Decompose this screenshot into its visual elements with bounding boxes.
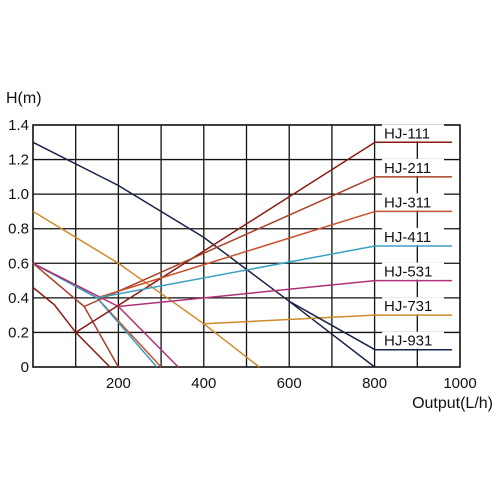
legend-label-hj-411: HJ-411 <box>384 229 431 246</box>
legend-label-bg <box>382 331 444 349</box>
y-tick-label: 0.2 <box>8 324 29 341</box>
x-tick-label: 800 <box>362 375 387 392</box>
legend-leader-hj-531 <box>118 279 376 308</box>
legend-label-hj-731: HJ-731 <box>384 298 432 315</box>
legend-label-hj-931: HJ-931 <box>384 333 432 350</box>
legend-label-bg <box>382 297 444 315</box>
y-tick-label: 1.2 <box>8 152 29 169</box>
y-tick-label: 0 <box>21 359 29 376</box>
series-line-hj-931 <box>32 141 376 368</box>
x-tick-label: 400 <box>191 375 216 392</box>
legend-label-bg <box>382 124 444 142</box>
y-tick-label: 0.6 <box>8 255 29 272</box>
y-tick-label: 1.4 <box>8 117 29 134</box>
series-line-hj-731 <box>32 210 260 368</box>
legend-leader-hj-931 <box>288 300 376 351</box>
y-tick-label: 0.8 <box>8 221 29 238</box>
legend-label-bg <box>382 262 444 280</box>
series-line-hj-111 <box>32 286 111 368</box>
x-tick-label: 1000 <box>443 375 476 392</box>
legend-label-bg <box>382 193 444 211</box>
y-tick-label: 1.0 <box>8 186 29 203</box>
legend-leader-hj-411 <box>96 245 376 299</box>
x-tick-label: 200 <box>106 375 131 392</box>
legend-label-bg <box>382 158 444 176</box>
y-axis-title: H(m) <box>6 90 42 107</box>
legend-leader-hj-731 <box>203 314 376 325</box>
x-tick-label: 600 <box>277 375 302 392</box>
legend-label-hj-311: HJ-311 <box>384 194 431 211</box>
x-axis-title: Output(L/h) <box>412 395 493 412</box>
legend-label-hj-211: HJ-211 <box>384 160 431 177</box>
legend-leader-hj-311 <box>96 210 376 299</box>
y-tick-label: 0.4 <box>8 290 29 307</box>
legend-label-hj-111: HJ-111 <box>384 125 430 142</box>
legend-label-bg <box>382 228 444 245</box>
legend-label-hj-531: HJ-531 <box>384 264 432 281</box>
legend-leader-hj-111 <box>75 141 376 334</box>
plot-frame <box>32 124 461 368</box>
series-line-hj-211 <box>32 262 120 368</box>
legend-leader-hj-211 <box>83 176 376 308</box>
